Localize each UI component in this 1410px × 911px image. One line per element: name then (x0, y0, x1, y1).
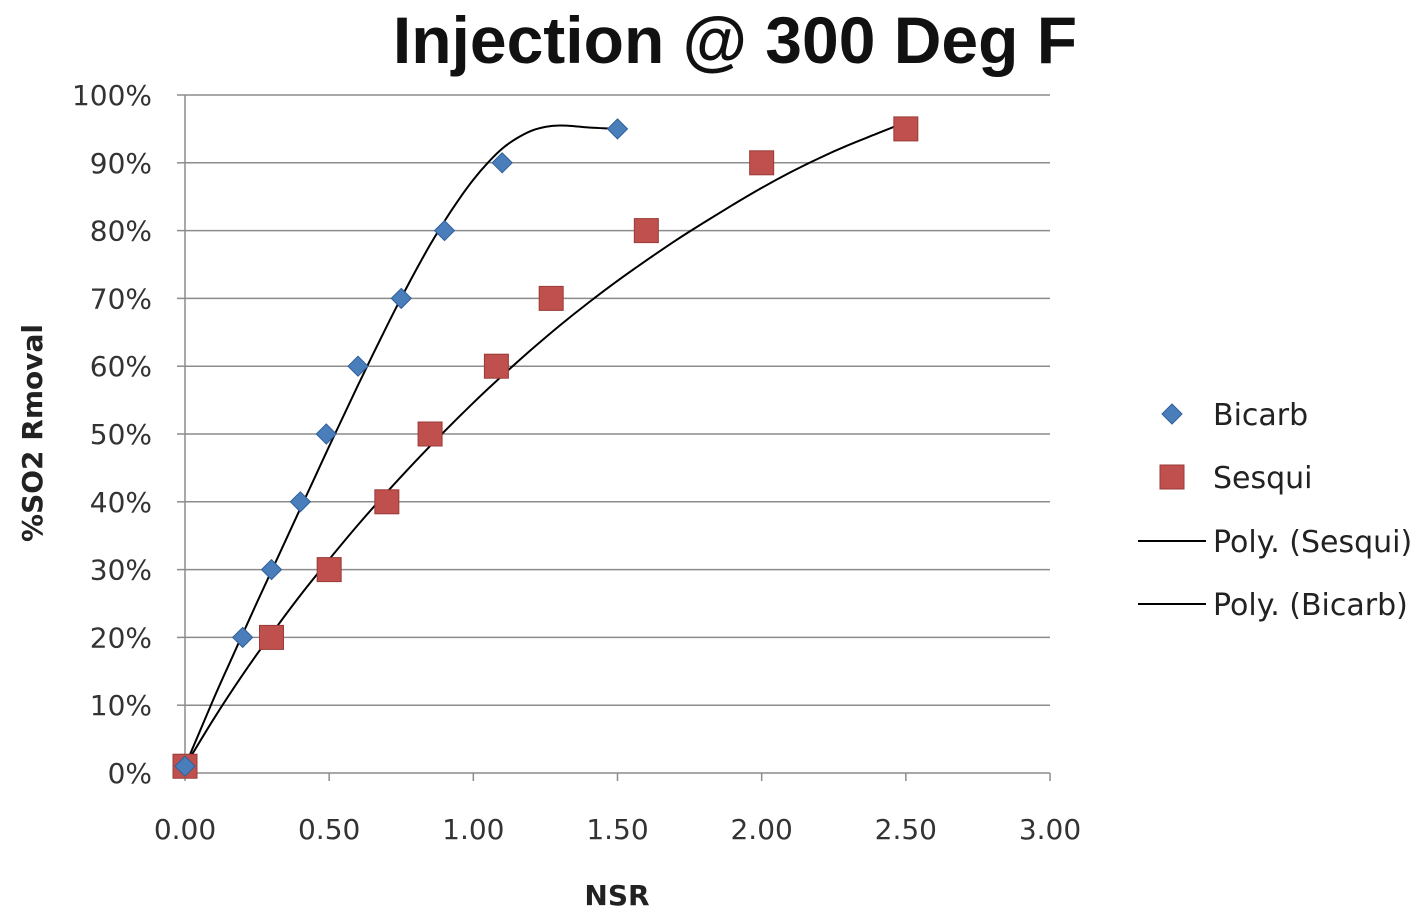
trendlines (184, 121, 907, 767)
legend-label: Poly. (Bicarb) (1213, 588, 1408, 623)
x-tick-label: 3.00 (1019, 813, 1081, 846)
y-tick-label: 40% (90, 486, 152, 519)
y-tick-label: 30% (90, 554, 152, 587)
y-tick-label: 70% (90, 282, 152, 315)
bicarb-point (315, 423, 337, 445)
x-tick-label: 0.50 (298, 813, 360, 846)
bicarb-point (433, 219, 456, 242)
y-tick-label: 100% (72, 79, 152, 112)
y-tick-label: 20% (90, 621, 152, 654)
legend-label: Bicarb (1213, 398, 1308, 433)
y-axis-ticks: 0% 10% 20% 30% 40% 50% 60% 70% 80% 90% 100% (72, 79, 152, 790)
axes (177, 94, 1051, 781)
legend-bicarb-marker (1161, 403, 1183, 425)
sesqui-point (749, 150, 775, 176)
bicarb-point (231, 626, 254, 649)
bicarb-point (347, 355, 369, 377)
legend-label: Sesqui (1213, 461, 1313, 496)
y-axis-title: %SO2 Rmoval (16, 324, 49, 542)
legend-item: Poly. (Bicarb) (1138, 588, 1408, 623)
y-tick-label: 0% (108, 757, 152, 790)
bicarb-point (390, 287, 412, 310)
bicarb-point (491, 152, 513, 174)
x-tick-label: 2.00 (730, 813, 792, 846)
x-tick-label: 0.00 (154, 813, 216, 846)
bicarb-point (174, 755, 196, 777)
legend-item: Sesqui (1159, 461, 1313, 496)
gridlines (185, 94, 1050, 706)
x-tick-label: 1.50 (586, 813, 648, 846)
y-tick-label: 50% (90, 418, 152, 451)
trendline-poly-bicarb (184, 124, 618, 767)
legend-label: Poly. (Sesqui) (1213, 525, 1410, 560)
chart-title: Injection @ 300 Deg F (393, 3, 1077, 77)
y-tick-label: 90% (90, 147, 152, 180)
legend-item: Poly. (Sesqui) (1138, 525, 1410, 560)
x-axis-ticks: 0.00 0.50 1.00 1.50 2.00 2.50 3.00 (154, 813, 1081, 846)
y-tick-label: 80% (90, 215, 152, 248)
sesqui-point (316, 557, 342, 583)
y-tick-label: 60% (90, 350, 152, 383)
sesqui-point (374, 489, 400, 515)
sesqui-point (259, 624, 284, 650)
trendline-poly-sesqui (184, 121, 907, 767)
data-markers (172, 116, 919, 779)
x-tick-label: 1.00 (442, 813, 504, 846)
bicarb-point (606, 118, 629, 140)
legend-sesqui-marker (1159, 464, 1185, 490)
legend-item: Bicarb (1161, 398, 1308, 433)
legend: Bicarb Sesqui Poly. (Sesqui) Poly. (Bicarb) (1138, 398, 1410, 623)
x-axis-title: NSR (584, 879, 649, 911)
y-tick-label: 10% (90, 689, 152, 722)
sesqui-point (538, 285, 564, 311)
sesqui-point (417, 421, 443, 447)
x-tick-label: 2.50 (875, 813, 937, 846)
sesqui-point (893, 116, 919, 142)
sesqui-point (633, 218, 659, 244)
bicarb-point (289, 491, 312, 513)
sesqui-point (483, 353, 509, 379)
bicarb-point (260, 558, 283, 581)
